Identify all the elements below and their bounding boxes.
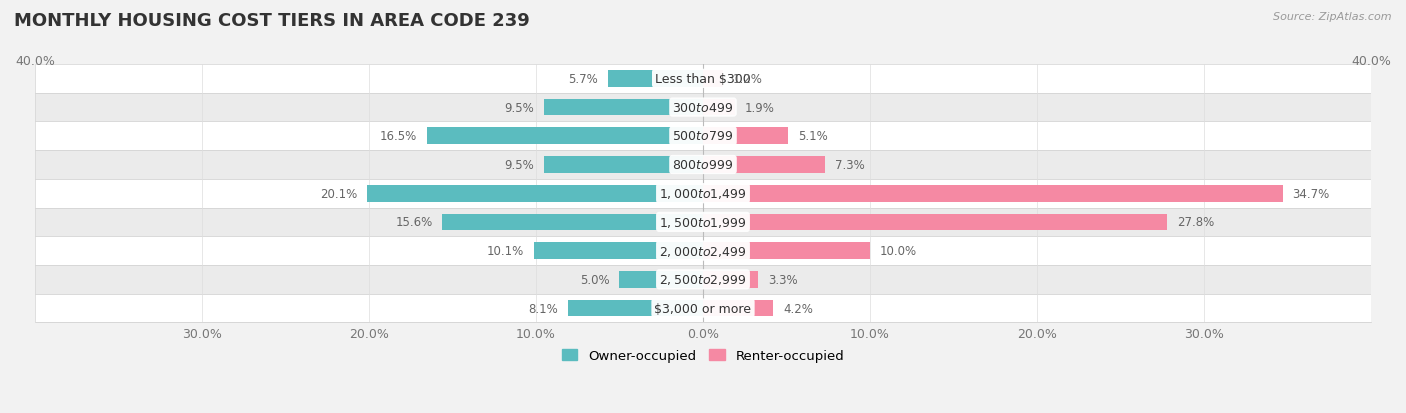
Text: Less than $300: Less than $300 [655, 73, 751, 85]
Bar [703, 157, 825, 173]
Text: 7.3%: 7.3% [835, 159, 865, 171]
Text: 1.2%: 1.2% [733, 73, 763, 85]
Text: 5.0%: 5.0% [579, 273, 609, 286]
Text: $2,500 to $2,999: $2,500 to $2,999 [659, 273, 747, 287]
Text: 15.6%: 15.6% [395, 216, 433, 229]
Bar [703, 300, 773, 317]
Text: 40.0%: 40.0% [15, 55, 55, 67]
Bar [35, 208, 1371, 237]
Text: 5.7%: 5.7% [568, 73, 598, 85]
Bar [35, 179, 1371, 208]
Text: 4.2%: 4.2% [783, 302, 813, 315]
Text: 40.0%: 40.0% [1351, 55, 1391, 67]
Bar [35, 65, 1371, 93]
Bar [703, 214, 1167, 231]
Bar [35, 151, 1371, 179]
Text: $1,000 to $1,499: $1,000 to $1,499 [659, 187, 747, 201]
Bar [35, 265, 1371, 294]
Text: 20.1%: 20.1% [321, 187, 357, 200]
Bar [544, 100, 703, 116]
Bar [568, 300, 703, 317]
Text: $3,000 or more: $3,000 or more [655, 302, 751, 315]
Bar [367, 185, 703, 202]
Text: $800 to $999: $800 to $999 [672, 159, 734, 171]
Bar [703, 243, 870, 259]
Bar [703, 185, 1282, 202]
Text: 9.5%: 9.5% [505, 159, 534, 171]
Bar [35, 294, 1371, 323]
Bar [35, 237, 1371, 265]
Bar [534, 243, 703, 259]
Bar [703, 100, 735, 116]
Bar [607, 71, 703, 88]
Text: 34.7%: 34.7% [1292, 187, 1330, 200]
Text: 5.1%: 5.1% [799, 130, 828, 143]
Text: Source: ZipAtlas.com: Source: ZipAtlas.com [1274, 12, 1392, 22]
Bar [703, 271, 758, 288]
Bar [35, 122, 1371, 151]
Text: $1,500 to $1,999: $1,500 to $1,999 [659, 216, 747, 229]
Text: 9.5%: 9.5% [505, 101, 534, 114]
Bar [703, 71, 723, 88]
Bar [620, 271, 703, 288]
Text: 27.8%: 27.8% [1177, 216, 1215, 229]
Text: $500 to $799: $500 to $799 [672, 130, 734, 143]
Text: 10.0%: 10.0% [880, 244, 917, 257]
Bar [443, 214, 703, 231]
Text: 8.1%: 8.1% [527, 302, 558, 315]
Text: $300 to $499: $300 to $499 [672, 101, 734, 114]
Bar [35, 93, 1371, 122]
Legend: Owner-occupied, Renter-occupied: Owner-occupied, Renter-occupied [561, 349, 845, 363]
Text: $2,000 to $2,499: $2,000 to $2,499 [659, 244, 747, 258]
Bar [703, 128, 789, 145]
Text: 1.9%: 1.9% [745, 101, 775, 114]
Text: 10.1%: 10.1% [486, 244, 524, 257]
Text: MONTHLY HOUSING COST TIERS IN AREA CODE 239: MONTHLY HOUSING COST TIERS IN AREA CODE … [14, 12, 530, 30]
Bar [544, 157, 703, 173]
Text: 3.3%: 3.3% [768, 273, 797, 286]
Bar [427, 128, 703, 145]
Text: 16.5%: 16.5% [380, 130, 418, 143]
